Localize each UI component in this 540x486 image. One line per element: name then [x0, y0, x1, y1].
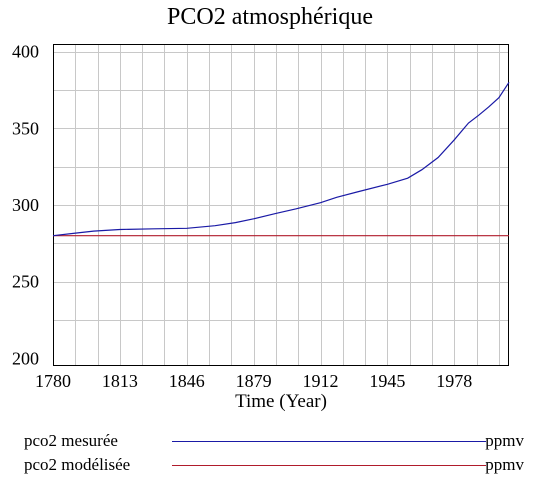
legend-swatch-measured: [172, 441, 486, 442]
x-tick-label: 1912: [303, 371, 339, 391]
y-tick-label: 200: [12, 348, 39, 368]
chart-title: PCO2 atmosphérique: [167, 4, 373, 30]
legend-item-measured: pco2 mesurée ppmv: [24, 431, 524, 453]
x-tick-label: 1813: [102, 371, 138, 391]
legend-label-measured: pco2 mesurée: [24, 431, 118, 450]
y-tick-label: 350: [12, 118, 39, 138]
y-tick-label: 250: [12, 272, 39, 292]
series-line-measured: [52, 81, 510, 237]
legend-unit-modeled: ppmv: [485, 455, 524, 474]
y-tick-label: 400: [12, 42, 39, 62]
y-tick-label: 300: [12, 195, 39, 215]
x-tick-label: 1945: [369, 371, 405, 391]
x-tick-label: 1978: [436, 371, 472, 391]
x-axis-label: Time (Year): [235, 391, 327, 412]
legend-item-modeled: pco2 modélisée ppmv: [24, 455, 524, 477]
plot-area-border: [53, 44, 509, 366]
x-tick-label: 1846: [169, 371, 205, 391]
legend-label-modeled: pco2 modélisée: [24, 455, 131, 474]
legend-swatch-modeled: [172, 465, 486, 466]
x-tick-label: 1879: [236, 371, 272, 391]
legend-unit-measured: ppmv: [485, 431, 524, 450]
x-tick-label: 1780: [35, 371, 71, 391]
